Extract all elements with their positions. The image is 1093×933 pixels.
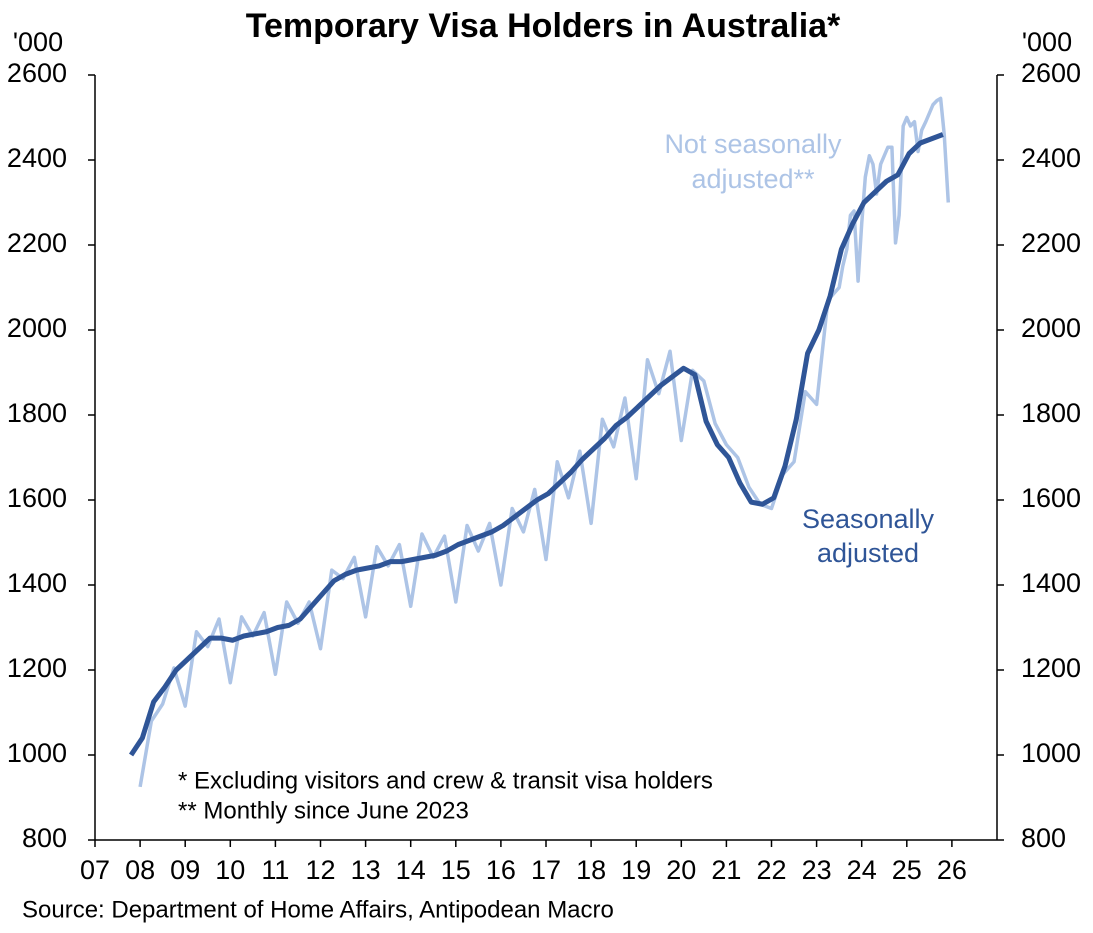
y-tick-label: 1600 xyxy=(7,483,67,513)
annotation-sa: Seasonally xyxy=(802,504,935,534)
x-tick-label: 23 xyxy=(802,855,832,885)
y-tick-label: 1200 xyxy=(7,653,67,683)
y2-tick-label: 1200 xyxy=(1021,653,1081,683)
x-tick-label: 25 xyxy=(892,855,922,885)
series-line xyxy=(128,132,944,757)
x-tick-label: 13 xyxy=(351,855,381,885)
x-tick-label: 07 xyxy=(80,855,110,885)
x-tick-label: 10 xyxy=(215,855,245,885)
x-tick-label: 21 xyxy=(711,855,741,885)
y2-tick-label: 1800 xyxy=(1021,398,1081,428)
y2-tick-label: 2000 xyxy=(1021,313,1081,343)
y-tick-label: 800 xyxy=(22,823,67,853)
y2-tick-label: 2200 xyxy=(1021,228,1081,258)
x-tick-label: 26 xyxy=(937,855,967,885)
x-tick-label: 18 xyxy=(576,855,606,885)
footnote: * Excluding visitors and crew & transit … xyxy=(178,767,713,794)
y-tick-label: 1800 xyxy=(7,398,67,428)
x-tick-label: 15 xyxy=(441,855,471,885)
x-tick-label: 08 xyxy=(125,855,155,885)
x-tick-label: 14 xyxy=(396,855,426,885)
y2-tick-label: 800 xyxy=(1021,823,1066,853)
y-unit-label: '000 xyxy=(13,27,63,57)
y-tick-label: 2400 xyxy=(7,143,67,173)
y-tick-label: 1400 xyxy=(7,568,67,598)
x-tick-label: 20 xyxy=(666,855,696,885)
x-tick-label: 12 xyxy=(305,855,335,885)
y2-tick-label: 1600 xyxy=(1021,483,1081,513)
x-tick-label: 22 xyxy=(756,855,786,885)
annotation-nsa: adjusted** xyxy=(691,164,815,194)
y2-tick-label: 2400 xyxy=(1021,143,1081,173)
y-tick-label: 2000 xyxy=(7,313,67,343)
series-line xyxy=(138,96,951,788)
annotation-nsa: Not seasonally xyxy=(664,129,842,159)
y2-tick-label: 2600 xyxy=(1021,58,1081,88)
x-tick-label: 09 xyxy=(170,855,200,885)
x-tick-label: 19 xyxy=(621,855,651,885)
y-tick-label: 1000 xyxy=(7,738,67,768)
y2-unit-label: '000 xyxy=(1022,27,1072,57)
y2-tick-label: 1400 xyxy=(1021,568,1081,598)
footnote: ** Monthly since June 2023 xyxy=(178,797,469,824)
x-tick-label: 11 xyxy=(261,855,289,885)
y-tick-label: 2600 xyxy=(7,58,67,88)
source: Source: Department of Home Affairs, Anti… xyxy=(22,896,614,923)
chart-title: Temporary Visa Holders in Australia* xyxy=(246,7,841,45)
x-tick-label: 17 xyxy=(531,855,561,885)
x-tick-label: 24 xyxy=(847,855,877,885)
y-tick-label: 2200 xyxy=(7,228,67,258)
x-tick-label: 16 xyxy=(486,855,516,885)
annotation-sa: adjusted xyxy=(817,538,919,568)
y2-tick-label: 1000 xyxy=(1021,738,1081,768)
